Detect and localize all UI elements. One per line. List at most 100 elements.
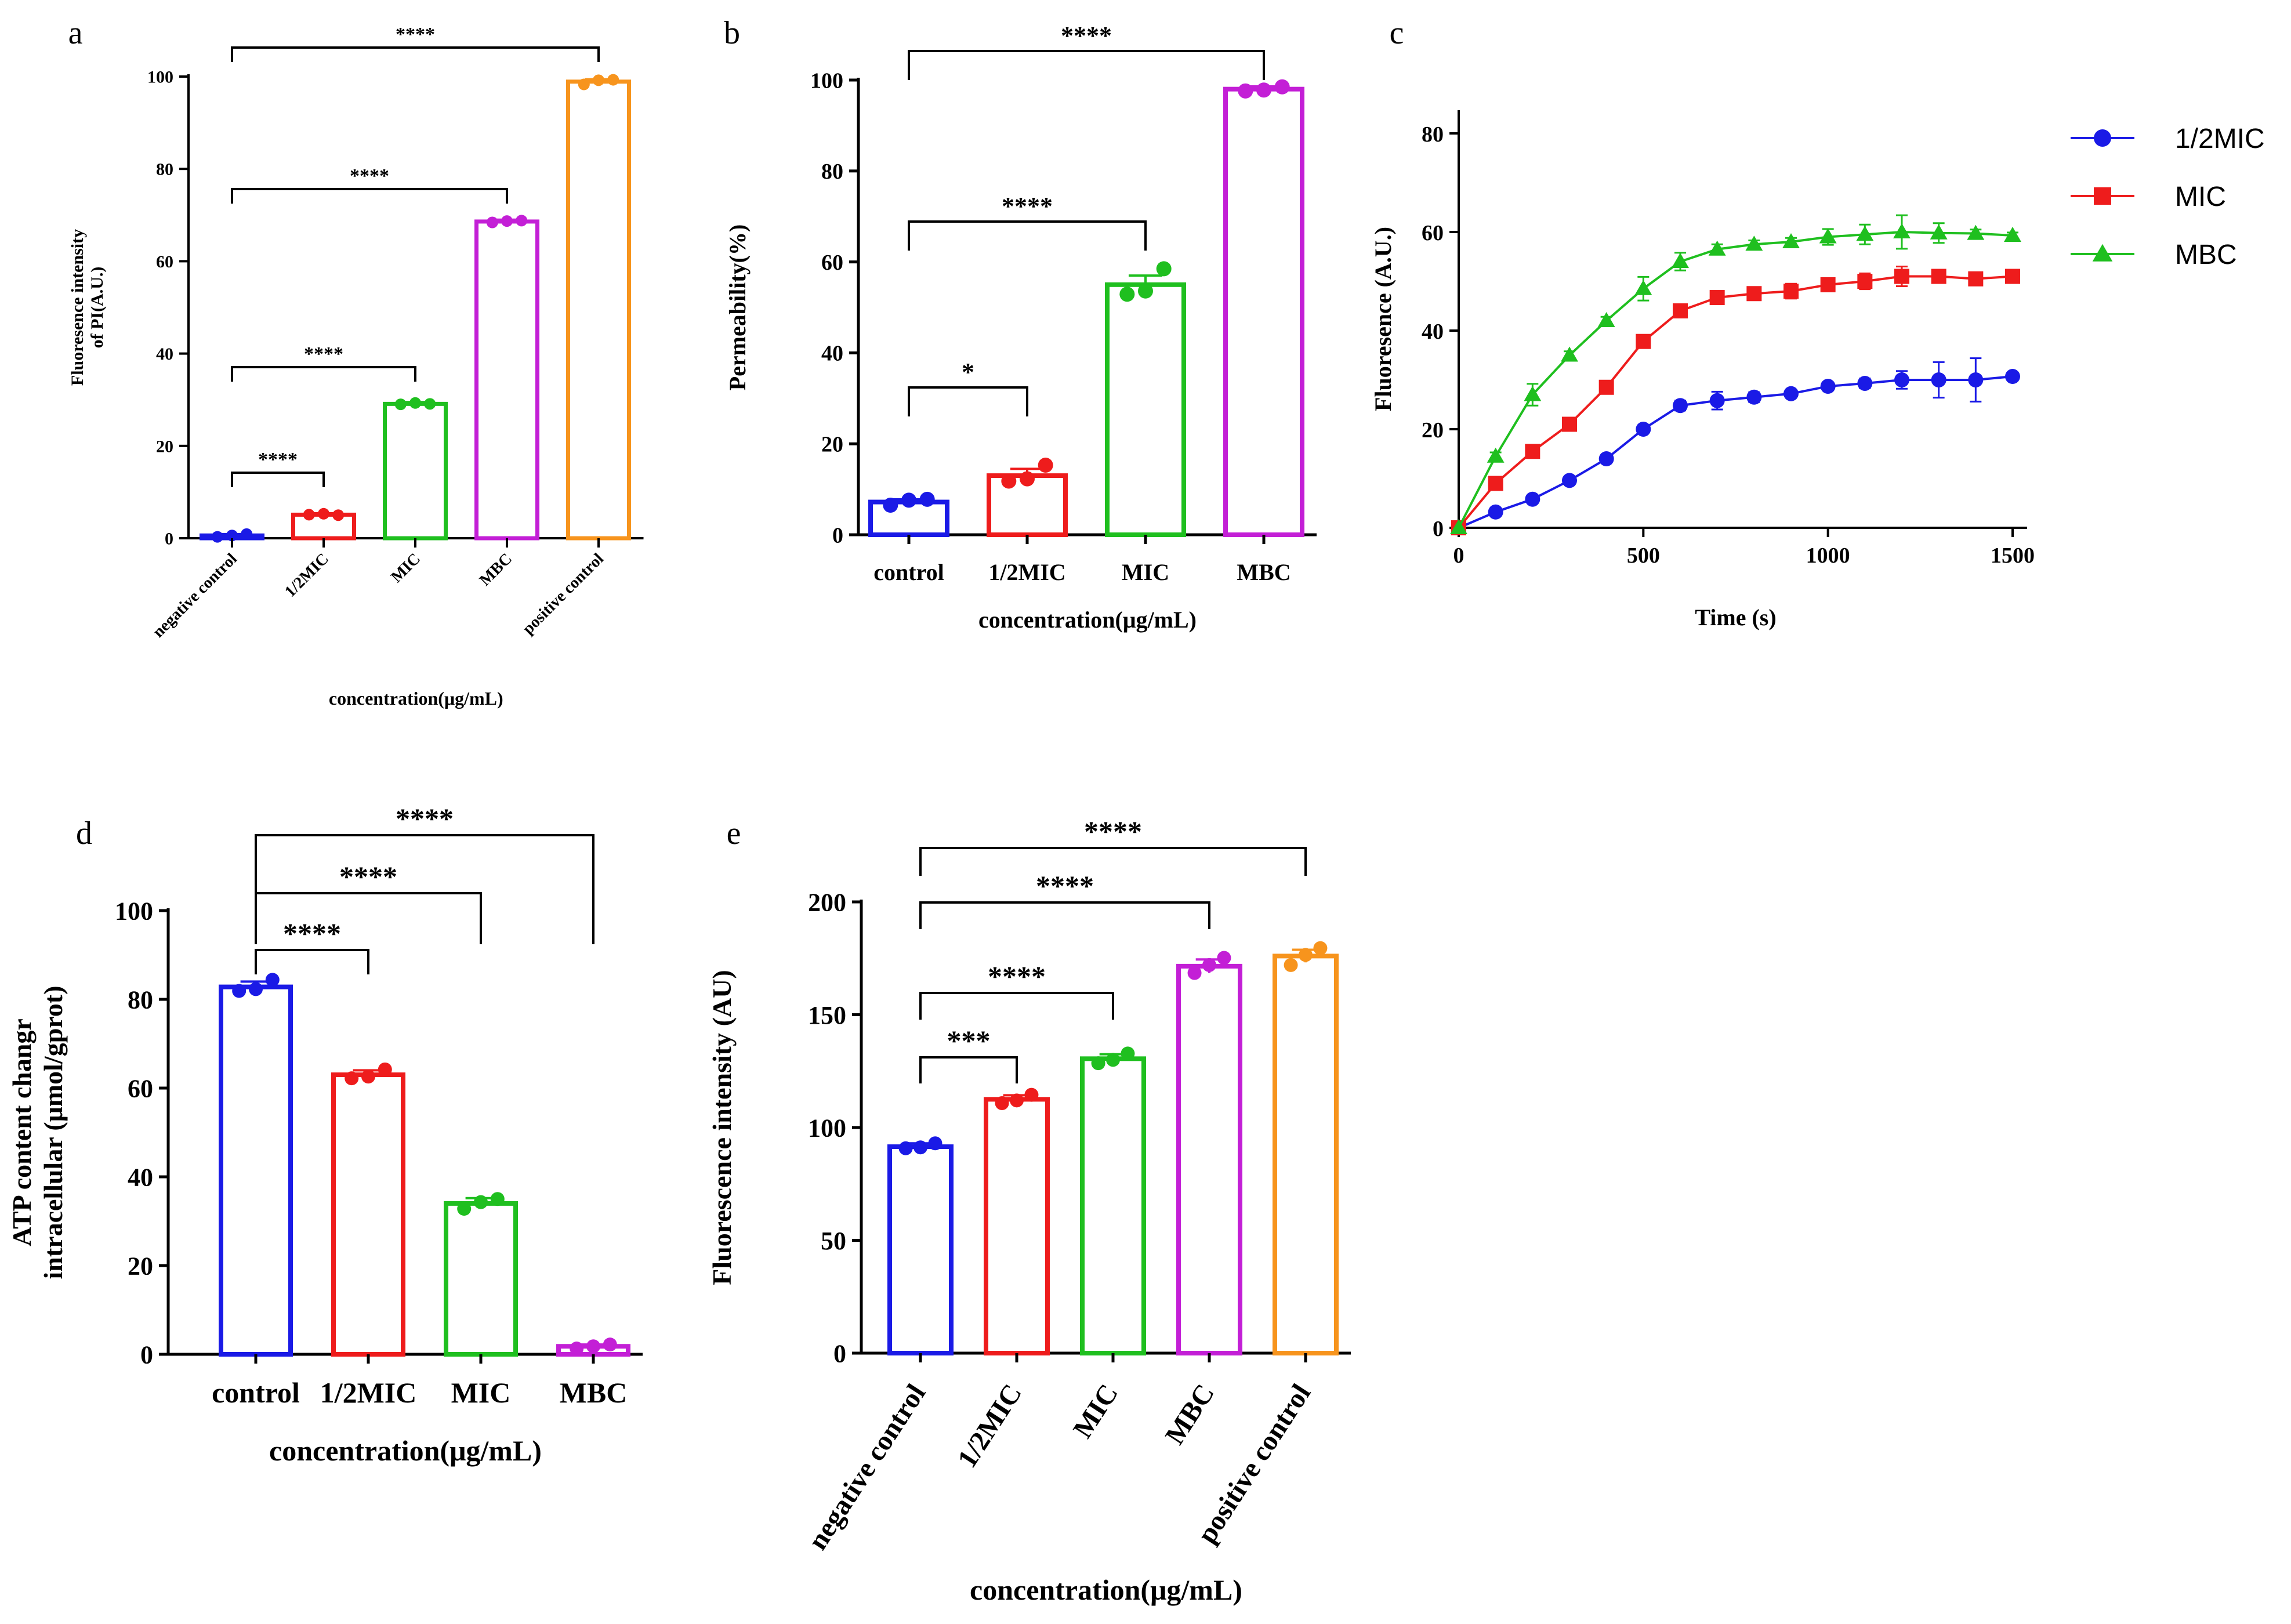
y-tick-label: 80 [1422, 122, 1444, 147]
marker-triangle [1893, 223, 1911, 239]
x-axis-title: concentration(μg/mL) [329, 688, 503, 709]
data-point [578, 78, 590, 90]
data-point [241, 528, 253, 540]
panel-label: b [724, 15, 740, 51]
marker-circle [1636, 422, 1651, 437]
data-point [232, 984, 246, 998]
series-line [1458, 230, 2013, 528]
y-axis-title: intracellular (μmol/gprot) [38, 985, 68, 1279]
y-tick-label: 0 [165, 530, 173, 549]
y-tick-label: 100 [115, 897, 153, 925]
significance-bracket [919, 847, 1307, 876]
y-axis-title: Fluoresence intensity [68, 229, 87, 386]
significance-label: **** [1002, 192, 1053, 220]
significance-label: **** [1061, 21, 1112, 50]
marker-square [1488, 476, 1503, 491]
y-tick-label: 40 [128, 1163, 153, 1191]
marker-square [2005, 269, 2020, 284]
series-MBC [1450, 214, 2021, 535]
marker-circle [1709, 393, 1725, 408]
marker-circle [2094, 129, 2111, 147]
significance-label: **** [258, 449, 298, 470]
data-point [1299, 948, 1313, 962]
significance-label: *** [947, 1024, 991, 1057]
bar [1176, 963, 1242, 1355]
marker-square [1709, 290, 1725, 306]
marker-square [1636, 334, 1651, 349]
panel-d: d 0 20 40 60 80 100 ATP content changr intracell… [7, 802, 643, 1467]
data-point [345, 1071, 359, 1086]
data-point [1187, 966, 1202, 980]
bar [331, 1072, 405, 1357]
y-tick-label: 0 [140, 1340, 153, 1369]
significance-bracket [919, 901, 1210, 929]
y-tick-label: 150 [808, 1001, 846, 1030]
y-tick-label: 60 [128, 1074, 153, 1103]
data-point [318, 507, 329, 520]
marker-square [1931, 269, 1946, 284]
data-point [501, 215, 513, 227]
panel-e: e 0 50 100 150 200 Fluorescence intensity (AU)… [707, 815, 1351, 1606]
y-tick-label: 0 [1433, 517, 1444, 541]
marker-square [1894, 269, 1909, 284]
marker-square [1857, 274, 1873, 289]
marker-circle [1857, 375, 1873, 391]
marker-triangle [1708, 240, 1726, 256]
y-tick-label: 60 [821, 251, 843, 275]
significance-label: **** [1084, 815, 1142, 847]
y-axis-title: of PI(A.U.) [88, 267, 107, 349]
marker-triangle [1930, 224, 1948, 240]
data-point [1156, 261, 1172, 277]
x-tick-label: control [873, 559, 944, 585]
significance-bracket [231, 188, 508, 204]
panel-label: d [76, 815, 92, 851]
data-point [265, 973, 280, 987]
data-point [424, 398, 436, 410]
x-tick-label: positive control [519, 550, 607, 638]
marker-triangle [1967, 224, 1985, 240]
significance-bracket [919, 1056, 1018, 1083]
x-tick-label: MIC [451, 1376, 511, 1409]
y-tick-label: 80 [156, 160, 173, 179]
y-tick-label: 0 [833, 1339, 846, 1368]
marker-circle [1931, 372, 1946, 387]
legend-label: MIC [2175, 182, 2226, 212]
marker-square [1525, 444, 1540, 459]
marker-circle [1746, 389, 1762, 405]
data-point [913, 1140, 927, 1155]
data-point [1010, 1093, 1024, 1108]
marker-triangle [2004, 227, 2021, 242]
x-tick-label: 0 [1453, 543, 1464, 568]
marker-circle [1894, 372, 1909, 387]
data-point [1106, 1053, 1120, 1067]
marker-circle [1598, 451, 1614, 466]
bar [219, 984, 293, 1357]
y-tick-label: 100 [810, 68, 843, 93]
y-tick-label: 80 [821, 160, 843, 184]
marker-square [1820, 277, 1836, 292]
marker-circle [1968, 372, 1984, 387]
data-point [593, 74, 604, 86]
data-point [1202, 958, 1216, 972]
legend-label: 1/2MIC [2175, 124, 2265, 154]
marker-circle [1562, 473, 1577, 488]
marker-triangle [1450, 519, 1467, 535]
y-tick-label: 200 [808, 888, 846, 916]
bar [984, 1097, 1050, 1355]
data-point [211, 531, 223, 543]
data-point [928, 1136, 942, 1151]
data-point [1121, 1046, 1135, 1061]
panel-b: b 0 20 40 60 80 100 Permeability(%) control 1/2MI… [724, 15, 1317, 633]
data-point [898, 1141, 913, 1155]
significance-bracket [255, 834, 594, 944]
marker-triangle [1524, 386, 1542, 401]
panel-c: c 0 20 40 60 80 0 500 1000 1500 Time (s) Fluoresenc… [1370, 15, 2265, 630]
significance-label: **** [396, 802, 454, 835]
data-point [361, 1070, 375, 1084]
bar [1105, 282, 1186, 537]
x-axis-title: Time (s) [1695, 604, 1776, 630]
x-tick-label: 1/2MIC [988, 559, 1065, 585]
marker-circle [1525, 491, 1540, 507]
marker-triangle [1561, 346, 1578, 362]
significance-label: * [962, 358, 974, 386]
